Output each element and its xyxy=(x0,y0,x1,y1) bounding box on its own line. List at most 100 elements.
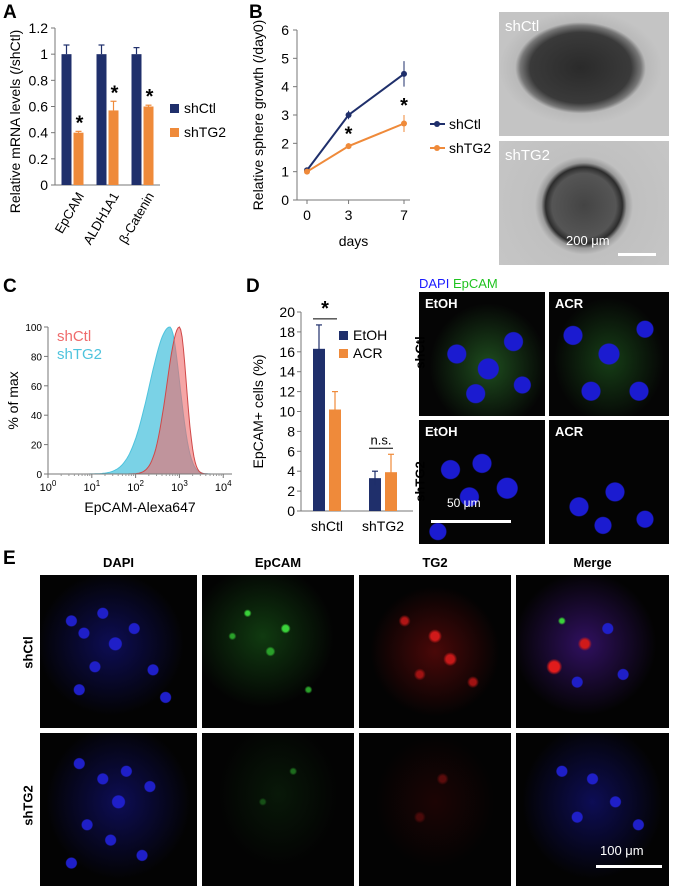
d-y-tick-label: 2 xyxy=(287,483,295,499)
b-point-shtg2 xyxy=(345,143,352,150)
b-point-shtg2 xyxy=(401,120,407,127)
e-col-merge: Merge xyxy=(573,555,612,570)
a-y-tick-label: 0.8 xyxy=(29,72,49,88)
chart-c-histogram: 0 20 40 60 80 100 100 101 102 103 104 EpCAM-Alexa64… xyxy=(5,323,232,515)
a-legend-label: shTG2 xyxy=(184,124,226,140)
b-y-tick-label: 1 xyxy=(281,164,289,180)
a-significance-mark: * xyxy=(111,82,119,104)
c-x-tick-label: 103 xyxy=(171,479,188,494)
a-bar-shctl xyxy=(131,54,142,185)
e-scalebar-label: 100 μm xyxy=(600,843,644,858)
b-significance-mark: * xyxy=(345,123,353,145)
b-line-shctl xyxy=(306,73,405,171)
d-row-label-shctl: shCtl xyxy=(412,336,428,369)
d-legend-epcam: EpCAM xyxy=(452,276,498,291)
e-row-label-shtg2: shTG2 xyxy=(20,785,36,826)
d-y-tick-label: 12 xyxy=(279,384,295,400)
e-col-epcam: EpCAM xyxy=(254,555,302,570)
chart-a-mrna: 00.20.40.60.811.2*EpCAM*ALDH1A1*β-Cateni… xyxy=(7,20,226,247)
d-legend: DAPI EpCAM xyxy=(419,276,498,291)
panel-label-c: C xyxy=(3,276,17,297)
a-y-tick-label: 0.2 xyxy=(29,151,49,167)
b-point-shtg2 xyxy=(304,168,310,175)
b-x-tick-label: 3 xyxy=(345,207,353,223)
a-y-tick-label: 0 xyxy=(40,177,48,193)
c-x-tick-label: 102 xyxy=(127,479,144,494)
b-legend-marker xyxy=(434,121,440,127)
sphere-scalebar xyxy=(618,253,656,256)
b-significance-mark: * xyxy=(400,95,408,117)
d-y-tick-label: 6 xyxy=(287,443,295,459)
d-tile-shctl-acr: ACR xyxy=(549,292,669,416)
a-legend-swatch xyxy=(170,104,179,113)
d-category-label: shCtl xyxy=(311,518,343,534)
d-y-axis-label: EpCAM+ cells (%) xyxy=(250,355,266,469)
b-point-shctl xyxy=(345,112,352,118)
sphere-image-shtg2: shTG2 200 μm xyxy=(499,141,669,265)
d-y-tick-label: 0 xyxy=(287,503,295,519)
b-y-tick-label: 2 xyxy=(281,135,289,151)
b-y-tick-label: 0 xyxy=(281,192,289,208)
a-y-tick-label: 0.4 xyxy=(29,125,49,141)
d-y-tick-label: 4 xyxy=(287,463,295,479)
chart-b-sphere-growth: 0 1 2 3 4 5 6 0 3 7 days Relative sphere growth (/d… xyxy=(250,20,491,249)
d-tile-shtg2-acr-label: ACR xyxy=(555,424,584,439)
panel-label-b: B xyxy=(249,2,263,23)
c-y-tick-label: 0 xyxy=(36,470,42,481)
d-bar-acr xyxy=(329,409,341,511)
a-y-tick-label: 1.2 xyxy=(29,20,49,36)
d-tile-shtg2-etoh: EtOH 50 μm xyxy=(419,420,545,544)
d-y-tick-label: 14 xyxy=(279,364,295,380)
sphere-image-shtg2-label: shTG2 xyxy=(505,147,551,164)
b-y-tick-label: 5 xyxy=(281,50,289,66)
c-x-tick-label: 100 xyxy=(40,479,57,494)
e-col-dapi: DAPI xyxy=(102,555,135,570)
e-shtg2-tg2 xyxy=(359,733,511,886)
d-y-tick-label: 18 xyxy=(279,324,295,340)
d-scalebar xyxy=(431,520,511,523)
e-shctl-tg2 xyxy=(359,575,511,728)
b-point-shctl xyxy=(401,70,407,77)
d-significance-mark: n.s. xyxy=(371,432,392,447)
d-legend-label: ACR xyxy=(353,345,383,361)
panel-label-e: E xyxy=(3,548,16,569)
d-legend-swatch xyxy=(339,331,348,340)
d-y-tick-label: 16 xyxy=(279,344,295,360)
a-significance-mark: * xyxy=(76,112,84,134)
e-shctl-dapi xyxy=(40,575,197,728)
b-y-axis-label: Relative sphere growth (/day0) xyxy=(250,20,266,211)
d-y-tick-label: 8 xyxy=(287,423,295,439)
a-category-label: β-Catenin xyxy=(116,190,157,247)
panel-label-d: D xyxy=(246,276,260,297)
e-shtg2-merge: 100 μm xyxy=(516,733,669,886)
a-bar-shtg2 xyxy=(108,110,119,185)
d-y-tick-label: 10 xyxy=(279,404,295,420)
b-x-tick-label: 0 xyxy=(303,207,311,223)
d-tile-shctl-etoh-label: EtOH xyxy=(425,296,458,311)
d-legend-label: EtOH xyxy=(353,327,387,343)
chart-d-epcam-cells: 0 2 4 6 8 10 12 14 16 18 20 shCtl * shTG2 n.s. EpCAM+ c… xyxy=(250,298,413,534)
d-row-label-shtg2: shTG2 xyxy=(412,461,428,502)
b-x-tick-label: 7 xyxy=(400,207,408,223)
d-tile-shtg2-acr: ACR xyxy=(549,420,669,544)
a-y-tick-label: 1 xyxy=(40,46,48,62)
e-shtg2-epcam xyxy=(202,733,354,886)
d-scalebar-label: 50 μm xyxy=(447,496,481,510)
c-x-tick-label: 104 xyxy=(215,479,232,494)
c-x-axis-label: EpCAM-Alexa647 xyxy=(84,499,195,515)
d-significance-mark: * xyxy=(321,298,329,320)
d-legend-swatch xyxy=(339,349,348,358)
d-y-tick-label: 20 xyxy=(279,304,295,320)
b-x-axis-label: days xyxy=(339,233,369,249)
sphere-scalebar-label: 200 μm xyxy=(566,233,610,248)
a-legend-swatch xyxy=(170,128,179,137)
d-tile-shctl-acr-label: ACR xyxy=(555,296,584,311)
c-y-tick-label: 100 xyxy=(25,323,42,334)
e-shctl-merge xyxy=(516,575,669,728)
b-y-tick-label: 6 xyxy=(281,22,289,38)
a-y-axis-label: Relative mRNA levels (/shCtl) xyxy=(7,30,23,214)
b-line-shtg2 xyxy=(306,122,405,173)
d-tile-shtg2-etoh-label: EtOH xyxy=(425,424,458,439)
b-legend-label: shCtl xyxy=(449,116,481,132)
d-bar-etoh xyxy=(369,478,381,511)
